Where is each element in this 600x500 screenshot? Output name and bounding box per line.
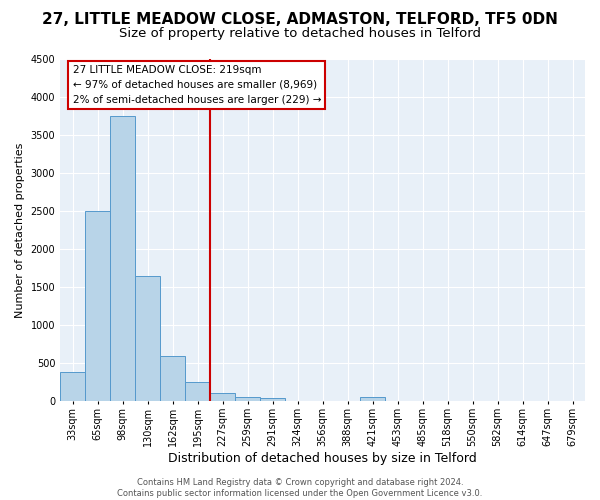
Text: 27, LITTLE MEADOW CLOSE, ADMASTON, TELFORD, TF5 0DN: 27, LITTLE MEADOW CLOSE, ADMASTON, TELFO… <box>42 12 558 28</box>
Bar <box>160 356 185 402</box>
Bar <box>60 372 85 402</box>
Bar <box>85 211 110 402</box>
Text: Size of property relative to detached houses in Telford: Size of property relative to detached ho… <box>119 28 481 40</box>
Bar <box>235 397 260 402</box>
Bar <box>185 382 210 402</box>
Y-axis label: Number of detached properties: Number of detached properties <box>15 142 25 318</box>
Text: 27 LITTLE MEADOW CLOSE: 219sqm
← 97% of detached houses are smaller (8,969)
2% o: 27 LITTLE MEADOW CLOSE: 219sqm ← 97% of … <box>73 65 321 104</box>
X-axis label: Distribution of detached houses by size in Telford: Distribution of detached houses by size … <box>168 452 477 465</box>
Bar <box>360 397 385 402</box>
Bar <box>135 276 160 402</box>
Text: Contains HM Land Registry data © Crown copyright and database right 2024.
Contai: Contains HM Land Registry data © Crown c… <box>118 478 482 498</box>
Bar <box>260 398 285 402</box>
Bar <box>110 116 135 402</box>
Bar <box>210 393 235 402</box>
